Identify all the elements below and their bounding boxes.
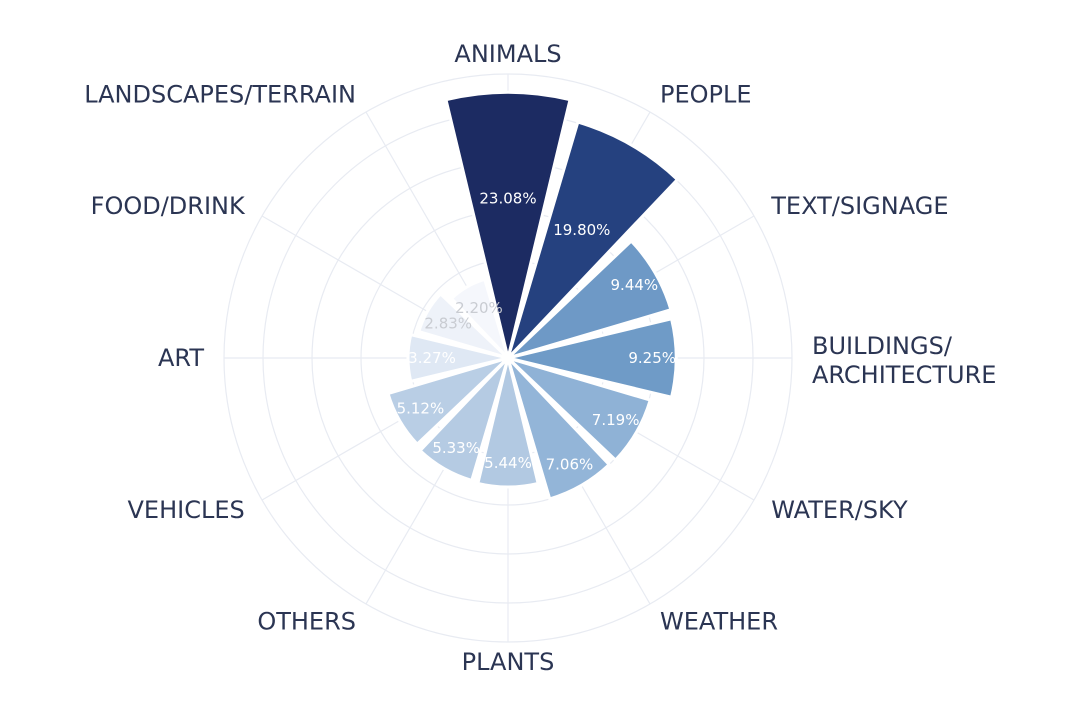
bar[interactable]: [444, 90, 572, 360]
bar[interactable]: [506, 317, 678, 399]
value-label: 5.44%: [484, 454, 532, 472]
category-label: FOOD/DRINK: [91, 192, 246, 220]
value-label: 19.80%: [553, 221, 610, 239]
value-label: 2.83%: [424, 314, 472, 332]
value-label: 3.27%: [408, 349, 456, 367]
category-label: ANIMALS: [454, 40, 561, 68]
category-label: VEHICLES: [127, 496, 244, 524]
bar[interactable]: [418, 356, 510, 482]
category-label: TEXT/SIGNAGE: [770, 192, 948, 220]
value-label: 7.19%: [592, 411, 640, 429]
value-label: 5.12%: [397, 400, 445, 418]
category-label: ART: [158, 344, 204, 372]
value-label: 9.44%: [611, 276, 659, 294]
bar[interactable]: [406, 333, 510, 383]
value-label: 23.08%: [479, 190, 536, 208]
bar[interactable]: [386, 356, 510, 446]
category-label: OTHERS: [257, 607, 356, 635]
bars: [386, 90, 679, 501]
category-label: LANDSCAPES/TERRAIN: [84, 81, 356, 109]
bar[interactable]: [506, 356, 611, 501]
bar[interactable]: [450, 277, 510, 360]
value-label: 2.20%: [455, 299, 503, 317]
category-labels: ANIMALS PEOPLE TEXT/SIGNAGE BUILDINGS/ARCHI…: [84, 40, 996, 676]
bar[interactable]: [417, 292, 510, 360]
value-label: 9.25%: [628, 349, 676, 367]
category-label: WEATHER: [660, 607, 778, 635]
bar[interactable]: [506, 239, 673, 360]
category-label: PLANTS: [462, 648, 555, 676]
bar[interactable]: [506, 120, 679, 360]
value-labels: 23.08% 19.80% 9.44% 9.25% 7.19% 7.06% 5.44%5.3…: [397, 190, 676, 474]
category-label: WATER/SKY: [771, 496, 908, 524]
category-label: BUILDINGS/ARCHITECTURE: [812, 332, 996, 389]
bar[interactable]: [476, 356, 540, 489]
value-label: 5.33%: [432, 439, 480, 457]
bar[interactable]: [506, 356, 652, 462]
value-label: 7.06%: [546, 455, 594, 473]
category-label: PEOPLE: [660, 81, 752, 109]
